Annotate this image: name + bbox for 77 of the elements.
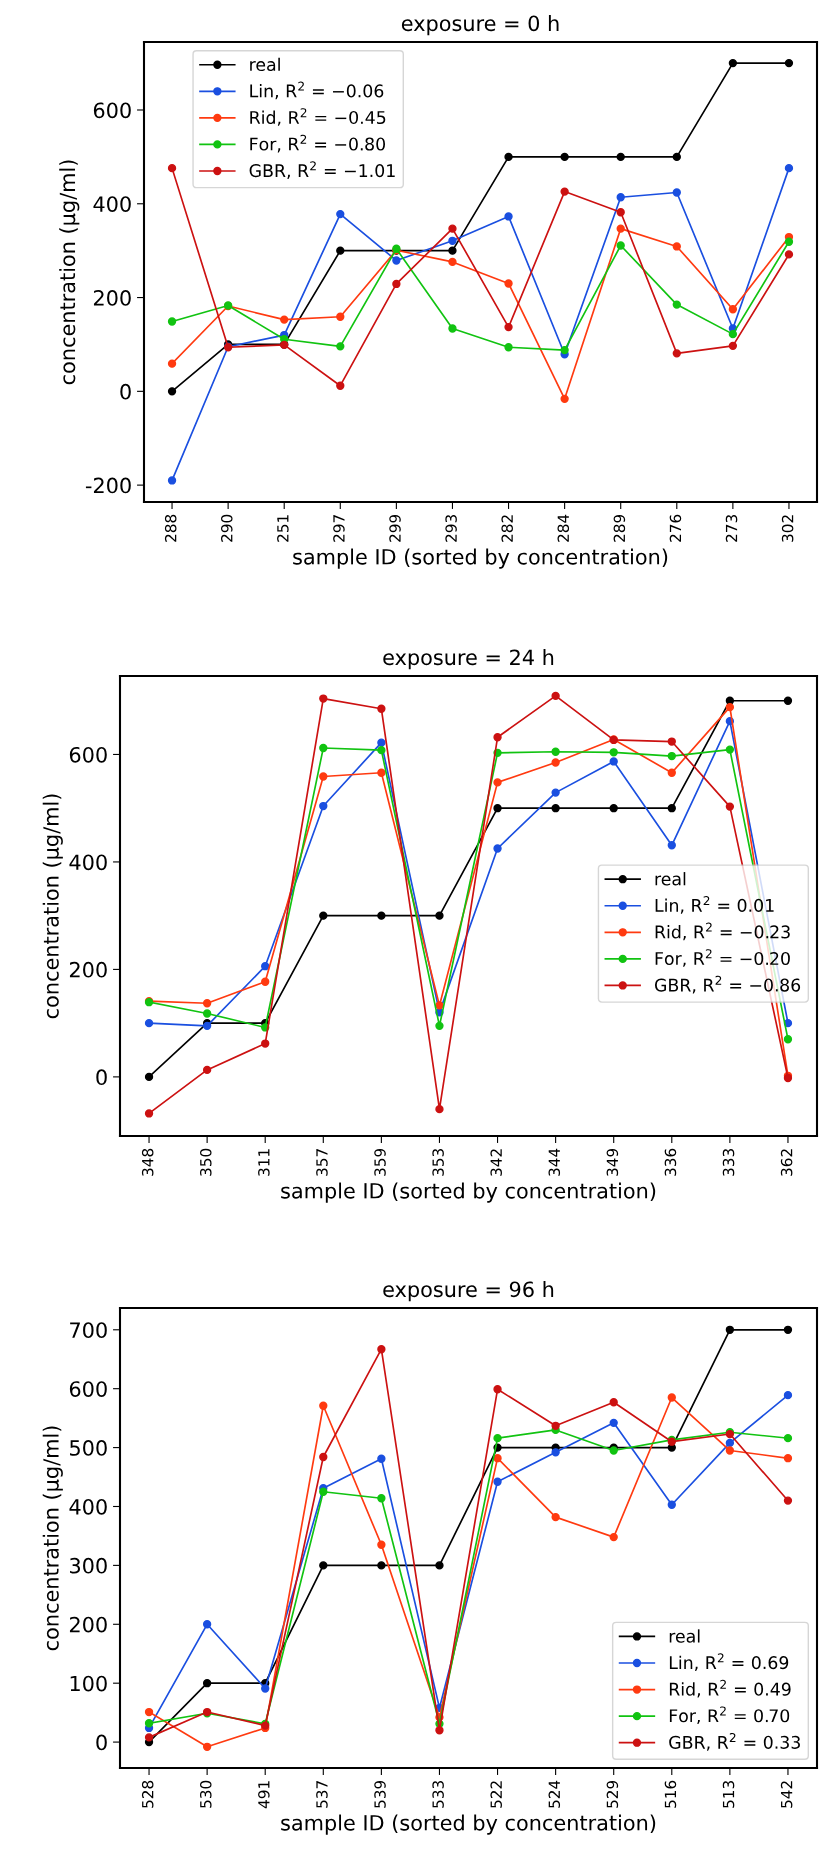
legend-label: Lin, R$^{2}$ = 0.01 (655, 896, 774, 914)
y-axis-title: concentration (µg/ml) (59, 160, 80, 385)
chart-title: exposure = 24 h (383, 649, 554, 670)
y-tick-label: 200 (69, 961, 107, 978)
x-tick-label: 311 (258, 1149, 270, 1176)
y-tick-label: 600 (69, 1381, 107, 1397)
x-tick-label: 284 (557, 514, 570, 542)
y-tick-label: 200 (69, 1616, 107, 1633)
legend-label: Rid, R$^{2}$ = −0.45 (250, 108, 386, 126)
x-tick-label: 251 (277, 515, 289, 542)
x-tick-label: 299 (389, 514, 401, 542)
x-tick-label: 276 (669, 514, 682, 542)
y-tick-label: 600 (93, 102, 131, 119)
y-axis-title: concentration (µg/ml) (42, 1426, 63, 1651)
x-tick-label: 273 (725, 515, 738, 542)
x-tick-label: 353 (432, 1149, 444, 1176)
x-tick-label: 528 (141, 1780, 154, 1808)
x-tick-label: 344 (548, 1148, 561, 1176)
y-tick-label: 700 (70, 1322, 107, 1338)
x-tick-label: 362 (780, 1149, 793, 1176)
y-tick-label: 200 (93, 290, 131, 306)
legend-label: For, R$^{2}$ = −0.80 (250, 134, 386, 153)
x-tick-label: 297 (333, 515, 345, 542)
x-axis-title: sample ID (sorted by concentration) (281, 1814, 656, 1835)
x-tick-label: 342 (490, 1149, 502, 1176)
legend-label: GBR, R$^{2}$ = −0.86 (654, 975, 801, 994)
y-tick-label: 500 (70, 1440, 107, 1456)
x-tick-label: 513 (722, 1781, 735, 1808)
y-tick-label: 100 (70, 1675, 107, 1692)
legend-label: real (250, 57, 280, 72)
x-tick-label: 533 (432, 1781, 444, 1808)
x-axis-title: sample ID (sorted by concentration) (293, 548, 668, 569)
x-tick-label: 537 (316, 1781, 328, 1808)
x-tick-label: 302 (781, 515, 794, 542)
x-tick-label: 288 (164, 514, 177, 542)
legend-label: Lin, R$^{2}$ = −0.06 (250, 81, 384, 100)
x-tick-label: 289 (613, 514, 626, 542)
x-tick-label: 530 (200, 1780, 212, 1808)
x-tick-label: 522 (490, 1781, 502, 1808)
x-tick-label: 542 (780, 1781, 793, 1808)
x-tick-label: 539 (374, 1780, 386, 1808)
y-axis-title: concentration (µg/ml) (42, 794, 63, 1019)
legend-label: Rid, R$^{2}$ = −0.23 (655, 922, 790, 941)
y-tick-label: 0 (120, 383, 131, 400)
x-tick-label: 349 (606, 1148, 619, 1176)
x-tick-label: 529 (606, 1780, 619, 1808)
x-tick-label: 516 (664, 1780, 677, 1808)
x-tick-label: 348 (141, 1148, 154, 1176)
legend-label: Rid, R$^{2}$ = 0.49 (669, 1679, 791, 1698)
y-tick-label: 400 (69, 854, 107, 871)
x-tick-label: 350 (200, 1148, 212, 1176)
legend-label: For, R$^{2}$ = 0.70 (669, 1706, 790, 1725)
x-tick-label: 333 (722, 1149, 735, 1176)
x-tick-label: 524 (548, 1780, 561, 1808)
y-tick-label: 400 (93, 196, 131, 212)
x-tick-label: 336 (664, 1148, 677, 1176)
chart-title: exposure = 96 h (383, 1281, 554, 1302)
y-tick-label: 0 (96, 1069, 107, 1086)
legend-label: real (655, 872, 686, 886)
x-tick-label: 491 (258, 1781, 270, 1809)
chart-title: exposure = 0 h (401, 15, 559, 36)
legend-label: For, R$^{2}$ = −0.20 (655, 949, 790, 967)
y-tick-label: 600 (69, 746, 107, 763)
y-tick-label: -200 (85, 477, 131, 494)
legend-label: Lin, R$^{2}$ = 0.69 (669, 1653, 789, 1671)
y-tick-label: 400 (69, 1498, 107, 1515)
legend-label: GBR, R$^{2}$ = 0.33 (669, 1732, 800, 1751)
x-tick-label: 282 (501, 515, 513, 542)
y-tick-label: 300 (70, 1557, 107, 1574)
legend-label: real (669, 1629, 700, 1643)
legend-label: GBR, R$^{2}$ = −1.01 (249, 161, 395, 179)
x-tick-label: 293 (445, 515, 457, 542)
x-tick-label: 359 (374, 1148, 386, 1176)
x-axis-title: sample ID (sorted by concentration) (281, 1182, 656, 1203)
y-tick-label: 0 (96, 1734, 107, 1751)
x-tick-label: 290 (221, 514, 233, 542)
x-tick-label: 357 (316, 1149, 328, 1176)
